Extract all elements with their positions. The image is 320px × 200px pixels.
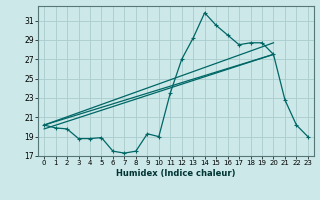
X-axis label: Humidex (Indice chaleur): Humidex (Indice chaleur) <box>116 169 236 178</box>
